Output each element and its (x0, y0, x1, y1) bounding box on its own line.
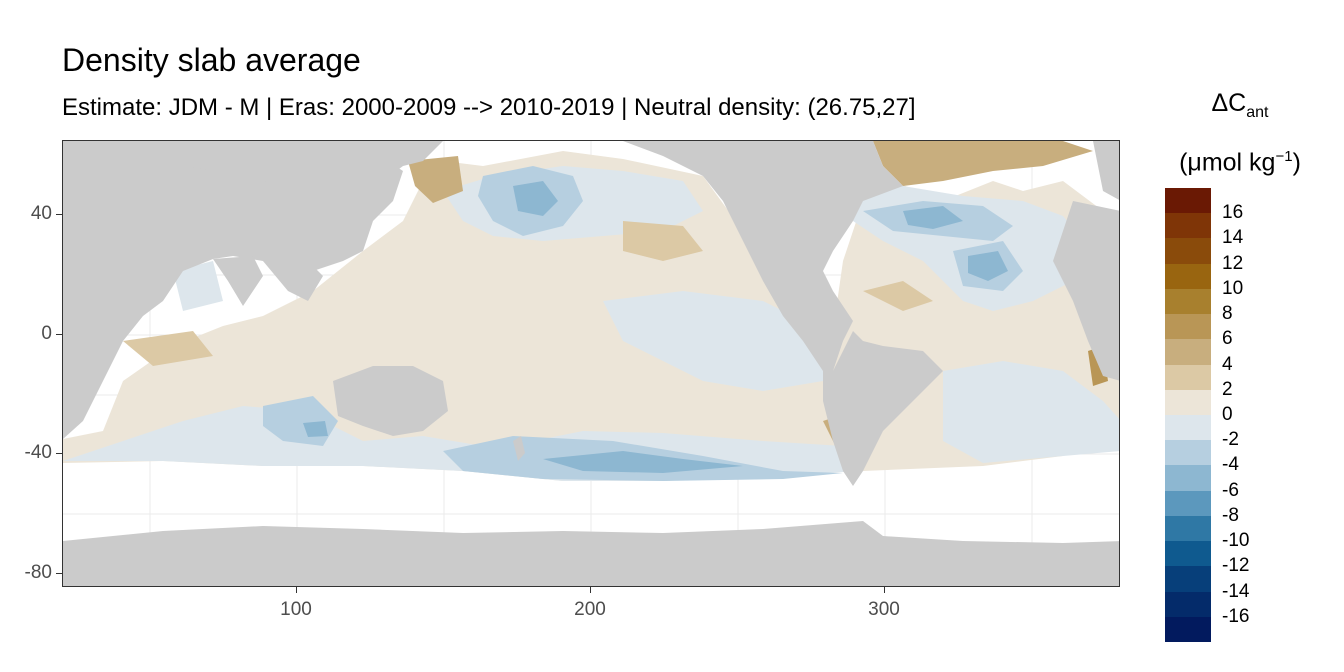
legend-label: -12 (1222, 555, 1250, 577)
indian-ocean-core (303, 421, 328, 437)
legend-title-line2: (μmol kg−1) (1150, 140, 1330, 179)
legend-swatch (1165, 364, 1211, 391)
legend-label: -2 (1222, 429, 1239, 451)
legend-swatch (1165, 238, 1211, 265)
new-zealand-land (513, 436, 525, 461)
india-land (213, 256, 263, 306)
caribbean-tan (863, 281, 933, 311)
legend-title-subscript: ant (1246, 104, 1269, 121)
legend-swatch (1165, 440, 1211, 466)
x-tick (884, 587, 885, 593)
legend-label: 16 (1222, 202, 1244, 224)
x-tick-label: 300 (868, 599, 900, 620)
legend-label: -16 (1222, 605, 1250, 627)
legend-swatch (1165, 591, 1211, 618)
legend-label: 2 (1222, 378, 1233, 400)
central-pacific-tan (623, 221, 703, 261)
legend-label: -10 (1222, 530, 1250, 552)
legend-label: 10 (1222, 277, 1244, 299)
legend-swatch (1165, 415, 1211, 441)
land (63, 141, 1119, 586)
antarctica-land (63, 521, 1119, 586)
arabian-sea-light-blue (173, 261, 223, 311)
africa-east-land (1053, 201, 1119, 381)
y-tick-label: -80 (24, 562, 52, 583)
asia-north-land (63, 141, 443, 201)
y-tick-label: -40 (24, 442, 52, 463)
legend-swatch (1165, 490, 1211, 517)
legend-unit-sup: −1 (1275, 148, 1293, 165)
west-indian-tan (123, 331, 213, 366)
x-tick (296, 587, 297, 593)
kuroshio-core (513, 181, 558, 216)
australia-land (333, 366, 448, 436)
east-pacific-light-blue (603, 291, 823, 391)
legend-label: -14 (1222, 580, 1250, 602)
legend-swatch (1165, 616, 1211, 643)
legend-title-line1: ΔCant (1150, 86, 1330, 130)
legend-swatch (1165, 566, 1211, 593)
legend-unit-open: (μmol kg (1179, 148, 1276, 177)
chart-subtitle: Estimate: JDM - M | Eras: 2000-2009 --> … (62, 94, 916, 121)
south-atlantic-light-blue (943, 361, 1119, 463)
europe-land (1093, 141, 1119, 200)
mid-atlantic-core (968, 251, 1008, 281)
gulf-stream-core (903, 206, 963, 229)
y-tick (56, 334, 62, 335)
indochina-land (263, 256, 323, 301)
y-tick (56, 214, 62, 215)
legend-label: 6 (1222, 328, 1233, 350)
legend-label: 8 (1222, 303, 1233, 325)
y-tick-label: 40 (30, 203, 52, 224)
legend-unit-close: ) (1292, 148, 1301, 177)
southern-ocean-core (543, 451, 743, 473)
legend-label: -8 (1222, 504, 1239, 526)
afro-eurasia-land (63, 141, 403, 439)
legend-swatch (1165, 288, 1211, 315)
legend-swatch (1165, 465, 1211, 492)
legend-label: -6 (1222, 479, 1239, 501)
legend-colorbar (1165, 188, 1211, 643)
legend-label: -4 (1222, 454, 1239, 476)
legend-label: 4 (1222, 353, 1233, 375)
legend-swatch (1165, 389, 1211, 416)
legend-swatch (1165, 515, 1211, 542)
legend-swatch (1165, 213, 1211, 239)
legend-swatch (1165, 541, 1211, 567)
map-svg (63, 141, 1119, 586)
legend-swatch (1165, 314, 1211, 340)
legend-swatch (1165, 263, 1211, 290)
x-tick (590, 587, 591, 593)
chart-title: Density slab average (62, 42, 361, 78)
y-tick-label: 0 (41, 323, 52, 344)
legend-swatch (1165, 188, 1211, 214)
legend-title-prefix: ΔC (1211, 89, 1247, 117)
americas-land (623, 141, 943, 486)
japan-sea-tan (408, 156, 463, 203)
y-tick (56, 573, 62, 574)
legend-label: 14 (1222, 227, 1244, 249)
labrador-sea-tan (873, 141, 1093, 186)
legend-title: ΔCant (μmol kg−1) (1150, 86, 1330, 179)
x-tick-label: 200 (574, 599, 606, 620)
y-tick (56, 453, 62, 454)
legend-swatch (1165, 339, 1211, 366)
legend-label: 12 (1222, 252, 1244, 274)
x-tick-label: 100 (280, 599, 312, 620)
legend-label: 0 (1222, 404, 1233, 425)
map-panel (62, 140, 1120, 587)
